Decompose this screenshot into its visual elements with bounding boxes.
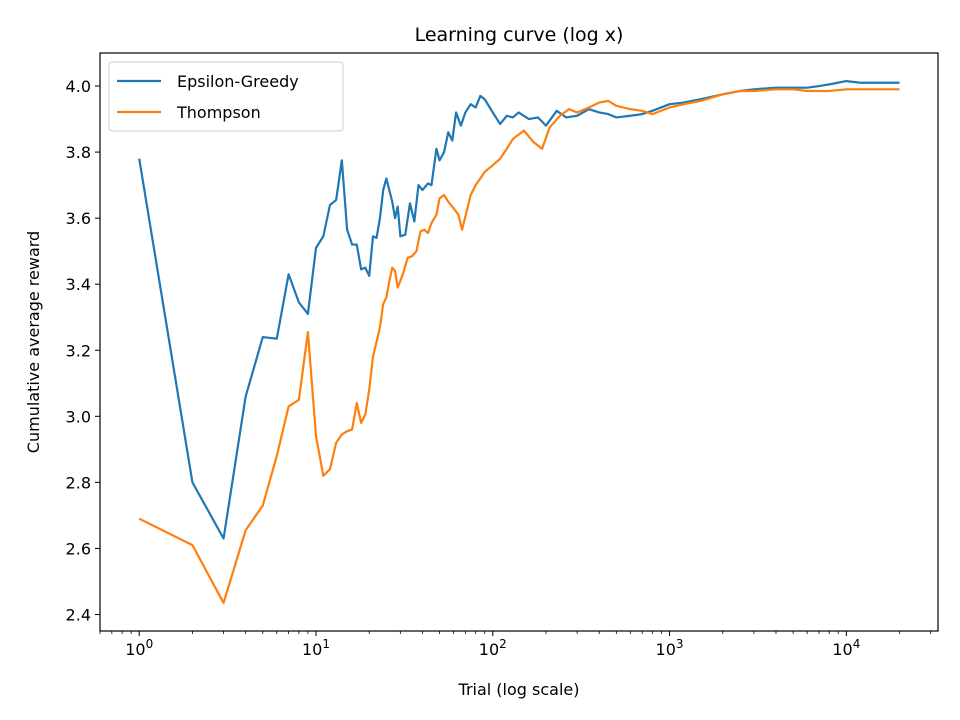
series-line-thompson <box>138 88 900 605</box>
ticks-layer: 2.4 2.6 2.8 3.0 3.2 3.4 3.6 3.8 4.0 100 101 102 103 1… <box>66 77 932 659</box>
x-tick-label: 103 <box>656 637 684 659</box>
y-tick-label: 2.4 <box>66 605 91 624</box>
x-tick-label: 104 <box>832 637 860 659</box>
y-tick-label: 2.6 <box>66 539 91 558</box>
y-axis-label: Cumulative average reward <box>24 231 43 453</box>
legend: Epsilon-Greedy Thompson <box>108 61 344 132</box>
y-tick-label: 2.8 <box>66 473 91 492</box>
y-tick-label: 3.2 <box>66 341 91 360</box>
x-tick-label: 102 <box>479 637 507 659</box>
x-tick-label: 101 <box>302 637 330 659</box>
y-tick-label: 3.6 <box>66 209 91 228</box>
chart-title: Learning curve (log x) <box>415 24 624 46</box>
x-tick-label: 100 <box>125 637 153 659</box>
plot-frame <box>99 52 939 632</box>
plot-area <box>100 53 938 631</box>
series-line-epsilon-greedy <box>138 79 900 540</box>
y-tick-label: 3.0 <box>66 407 91 426</box>
y-tick-label: 3.8 <box>66 143 91 162</box>
x-axis-label: Trial (log scale) <box>458 680 580 699</box>
y-tick-label: 3.4 <box>66 275 91 294</box>
series-layer <box>138 79 900 605</box>
legend-box <box>108 61 344 132</box>
legend-label-epsilon-greedy: Epsilon-Greedy <box>177 72 299 91</box>
y-tick-label: 4.0 <box>66 77 91 96</box>
legend-label-thompson: Thompson <box>176 103 261 122</box>
